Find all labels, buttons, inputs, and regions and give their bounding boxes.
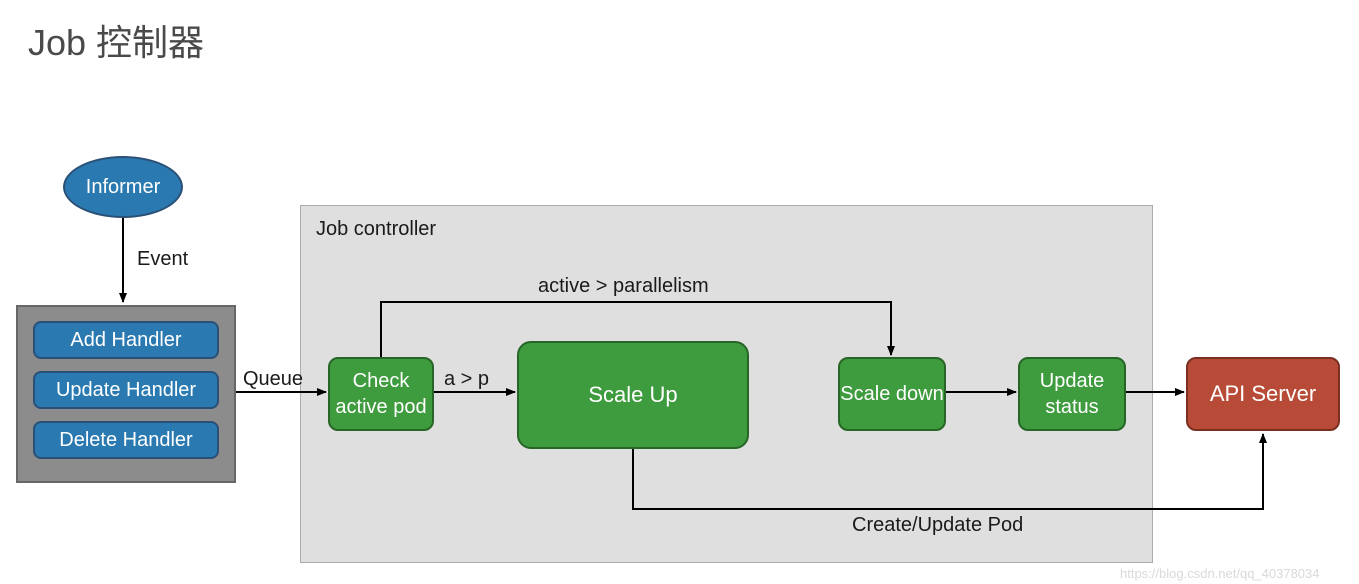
node-add-handler: Add Handler [33, 321, 219, 359]
node-check-active-pod: Check active pod [328, 357, 434, 431]
node-update-handler: Update Handler [33, 371, 219, 409]
node-check-active-pod-label: Check active pod [330, 368, 432, 420]
node-informer: Informer [63, 156, 183, 218]
node-delete-handler: Delete Handler [33, 421, 219, 459]
node-delete-handler-label: Delete Handler [59, 427, 192, 453]
diagram-title: Job 控制器 [28, 14, 204, 66]
node-scale-up: Scale Up [517, 341, 749, 449]
node-update-status: Update status [1018, 357, 1126, 431]
node-api-server: API Server [1186, 357, 1340, 431]
node-scale-up-label: Scale Up [588, 381, 677, 410]
watermark: https://blog.csdn.net/qq_40378034 [1120, 566, 1320, 581]
node-update-status-label: Update status [1020, 368, 1124, 420]
edge-label-event: Event [137, 248, 188, 271]
node-update-handler-label: Update Handler [56, 377, 196, 403]
edge-label-active-parallelism: active > parallelism [538, 275, 709, 298]
node-scale-down: Scale down [838, 357, 946, 431]
edge-label-create-update-pod: Create/Update Pod [852, 514, 1023, 537]
node-add-handler-label: Add Handler [70, 327, 181, 353]
node-scale-down-label: Scale down [840, 381, 943, 407]
job-controller-panel-label: Job controller [316, 218, 436, 241]
edge-label-a-gt-p: a > p [444, 368, 489, 391]
node-informer-label: Informer [86, 176, 160, 199]
edge-label-queue: Queue [243, 368, 303, 391]
node-api-server-label: API Server [1210, 380, 1316, 409]
